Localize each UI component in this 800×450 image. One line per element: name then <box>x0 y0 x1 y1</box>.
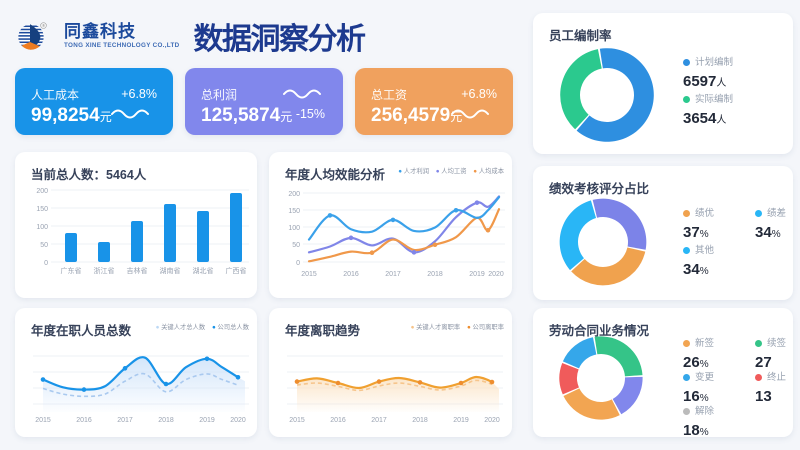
svg-text:2019: 2019 <box>199 417 215 424</box>
svg-text:2020: 2020 <box>484 417 500 424</box>
svg-text:吉林省: 吉林省 <box>127 266 148 275</box>
svg-text:广西省: 广西省 <box>226 266 247 275</box>
svg-text:2015: 2015 <box>289 417 305 424</box>
svg-text:2018: 2018 <box>158 417 174 424</box>
svg-text:浙江省: 浙江省 <box>94 266 115 275</box>
svg-text:0: 0 <box>44 260 48 267</box>
svg-text:®: ® <box>42 23 45 28</box>
svg-text:2017: 2017 <box>117 417 133 424</box>
svg-text:100: 100 <box>36 224 48 231</box>
svg-text:150: 150 <box>288 208 300 215</box>
svg-text:2015: 2015 <box>35 417 51 424</box>
svg-text:2019: 2019 <box>469 271 485 278</box>
svg-text:50: 50 <box>40 242 48 249</box>
svg-text:2017: 2017 <box>371 417 387 424</box>
svg-text:2020: 2020 <box>488 271 504 278</box>
svg-text:2020: 2020 <box>230 417 246 424</box>
svg-text:200: 200 <box>36 188 48 195</box>
svg-text:湖北省: 湖北省 <box>193 266 214 275</box>
svg-text:2016: 2016 <box>76 417 92 424</box>
svg-text:2016: 2016 <box>330 417 346 424</box>
svg-text:2018: 2018 <box>427 271 443 278</box>
svg-text:0: 0 <box>296 260 300 267</box>
svg-text:2016: 2016 <box>343 271 359 278</box>
svg-text:150: 150 <box>36 206 48 213</box>
svg-text:2018: 2018 <box>412 417 428 424</box>
svg-text:2017: 2017 <box>385 271 401 278</box>
svg-text:2019: 2019 <box>453 417 469 424</box>
svg-text:100: 100 <box>288 225 300 232</box>
svg-text:50: 50 <box>292 242 300 249</box>
svg-text:广东省: 广东省 <box>61 266 82 275</box>
svg-text:湖南省: 湖南省 <box>160 266 181 275</box>
svg-text:200: 200 <box>288 191 300 198</box>
svg-text:2015: 2015 <box>301 271 317 278</box>
